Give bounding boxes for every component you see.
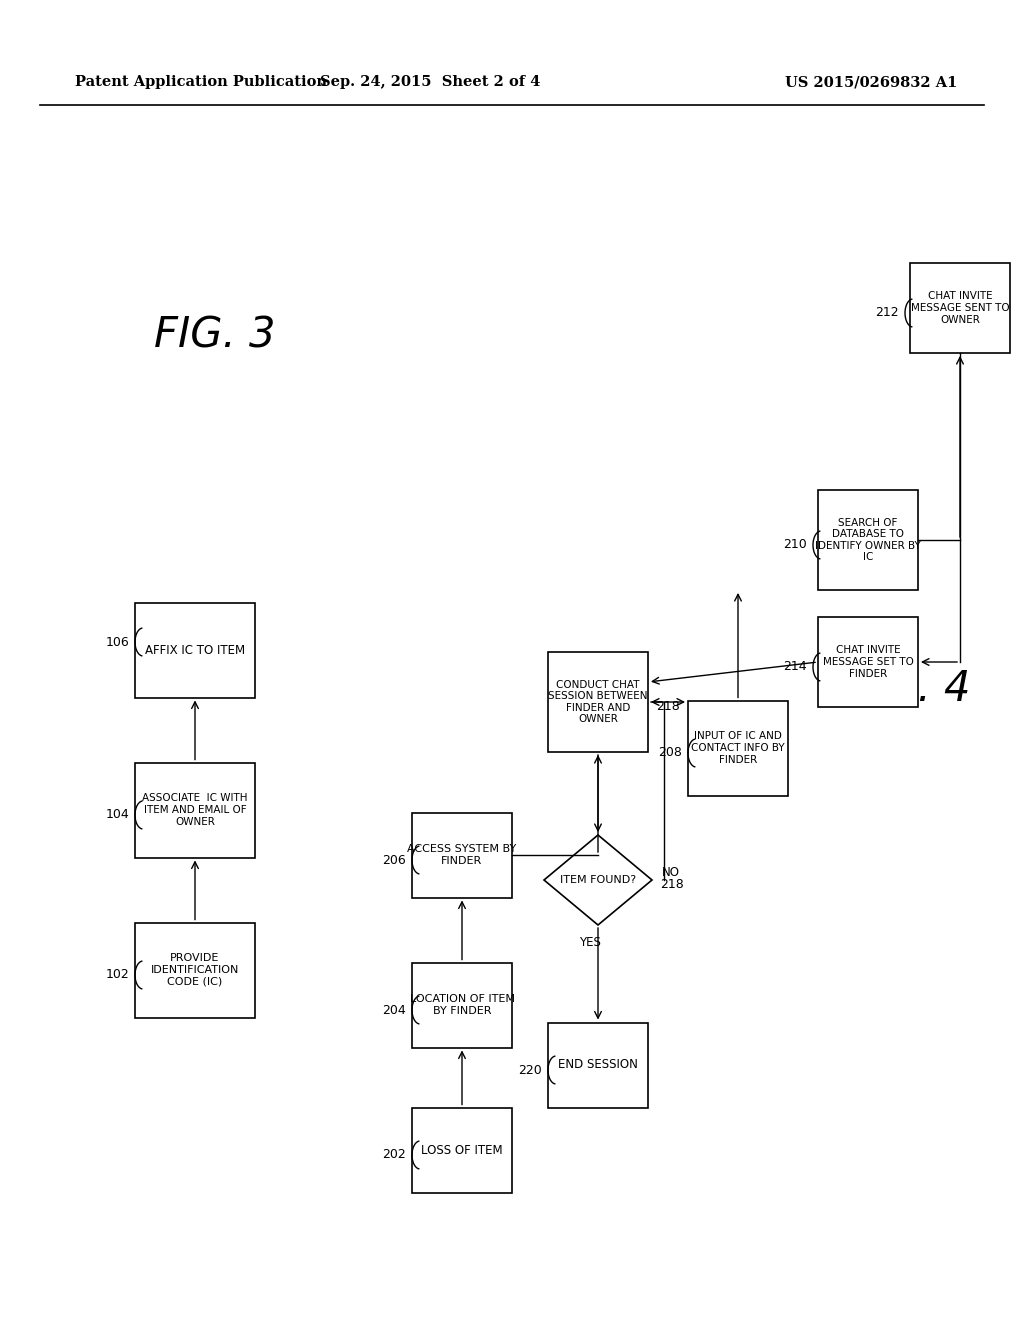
Text: INPUT OF IC AND
CONTACT INFO BY
FINDER: INPUT OF IC AND CONTACT INFO BY FINDER [691,731,784,764]
Text: 218: 218 [656,701,680,714]
Text: FIG. 4: FIG. 4 [849,669,971,711]
Text: END SESSION: END SESSION [558,1059,638,1072]
Bar [548,1023,648,1107]
Text: 220: 220 [518,1064,542,1077]
Bar [412,813,512,898]
Text: AFFIX IC TO ITEM: AFFIX IC TO ITEM [145,644,245,656]
Text: ITEM FOUND?: ITEM FOUND? [560,875,636,884]
Bar [818,616,918,708]
Text: LOCATION OF ITEM
BY FINDER: LOCATION OF ITEM BY FINDER [410,994,514,1016]
Text: Patent Application Publication: Patent Application Publication [75,75,327,88]
Text: ASSOCIATE  IC WITH
ITEM AND EMAIL OF
OWNER: ASSOCIATE IC WITH ITEM AND EMAIL OF OWNE… [142,793,248,826]
Text: 218: 218 [660,879,684,891]
Text: Sep. 24, 2015  Sheet 2 of 4: Sep. 24, 2015 Sheet 2 of 4 [319,75,541,88]
Text: 106: 106 [105,635,129,648]
Text: US 2015/0269832 A1: US 2015/0269832 A1 [785,75,957,88]
Text: 208: 208 [658,747,682,759]
Bar [135,763,255,858]
Bar [412,962,512,1048]
Text: FIG. 3: FIG. 3 [155,314,275,356]
Text: CHAT INVITE
MESSAGE SET TO
FINDER: CHAT INVITE MESSAGE SET TO FINDER [822,645,913,678]
Text: ACCESS SYSTEM BY
FINDER: ACCESS SYSTEM BY FINDER [408,845,517,866]
Bar [135,602,255,697]
Bar [412,1107,512,1192]
Text: 104: 104 [105,808,129,821]
Text: 204: 204 [382,1003,406,1016]
Text: 210: 210 [783,539,807,552]
Text: NO: NO [662,866,680,879]
Polygon shape [544,836,652,925]
Text: 202: 202 [382,1148,406,1162]
Text: YES: YES [579,936,601,949]
Text: LOSS OF ITEM: LOSS OF ITEM [421,1143,503,1156]
Bar [688,701,788,796]
Text: 212: 212 [876,306,899,319]
Bar [548,652,648,752]
Bar [910,263,1010,352]
Text: CONDUCT CHAT
SESSION BETWEEN
FINDER AND
OWNER: CONDUCT CHAT SESSION BETWEEN FINDER AND … [548,680,648,725]
Text: 102: 102 [105,969,129,982]
Bar [135,923,255,1018]
Text: PROVIDE
IDENTIFICATION
CODE (IC): PROVIDE IDENTIFICATION CODE (IC) [151,953,240,986]
Text: 206: 206 [382,854,406,866]
Bar [818,490,918,590]
Text: 214: 214 [783,660,807,673]
Text: SEARCH OF
DATABASE TO
IDENTIFY OWNER BY
IC: SEARCH OF DATABASE TO IDENTIFY OWNER BY … [815,517,921,562]
Text: CHAT INVITE
MESSAGE SENT TO
OWNER: CHAT INVITE MESSAGE SENT TO OWNER [910,292,1010,325]
